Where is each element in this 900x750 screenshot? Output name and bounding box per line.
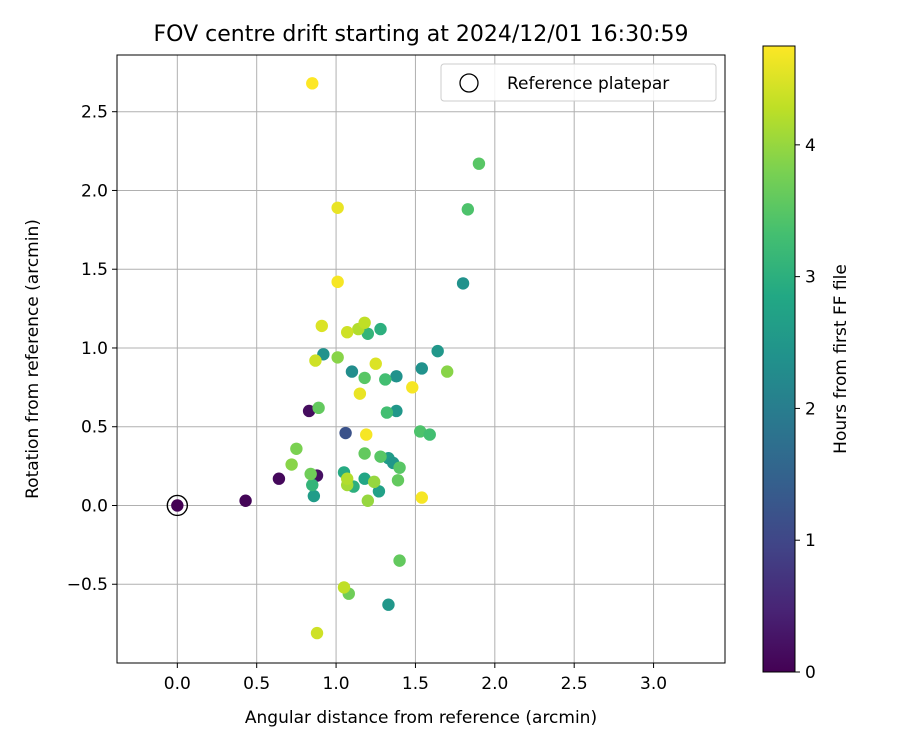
data-point	[353, 387, 367, 400]
data-point	[306, 77, 319, 90]
data-point	[310, 626, 324, 640]
x-tick-label: 2.5	[561, 674, 588, 694]
x-tick-label: 0.0	[164, 674, 191, 694]
data-point	[415, 491, 428, 504]
data-point	[390, 404, 403, 418]
data-point	[472, 157, 486, 170]
data-point	[367, 475, 381, 489]
legend: Reference platepar	[440, 63, 717, 102]
y-tick-label: 0.5	[81, 418, 108, 438]
legend-box	[440, 63, 717, 102]
data-point	[414, 425, 427, 438]
x-tick-label: 1.5	[402, 674, 429, 694]
y-axis-label: Rotation from reference (arcmin)	[23, 219, 43, 499]
data-point	[309, 354, 322, 367]
y-tick-label: 0.0	[81, 496, 108, 516]
data-point	[312, 401, 325, 415]
y-tick-label: 2.5	[81, 103, 108, 123]
data-point	[456, 277, 470, 290]
data-point	[340, 326, 354, 339]
y-tick-label: 2.0	[81, 181, 108, 201]
legend-entry-reference-platepar: Reference platepar	[507, 74, 669, 94]
data-point	[374, 322, 387, 336]
data-point	[415, 362, 428, 375]
grid	[117, 55, 725, 663]
colorbar-gradient	[762, 45, 796, 673]
plot-area: 0.0 0.5 1.0 1.5 2.0 2.5 3.0 −0.5 0.0 0.5 1.0 1.5 2.…	[67, 54, 726, 694]
data-point	[358, 472, 371, 485]
x-tick-label: 1.0	[323, 674, 350, 694]
data-point	[358, 316, 371, 329]
data-point	[315, 319, 328, 333]
data-point	[331, 275, 344, 289]
data-point	[372, 485, 386, 498]
data-point	[380, 406, 394, 419]
chart-title: FOV centre drift starting at 2024/12/01 …	[154, 22, 689, 47]
y-tick-label: −0.5	[67, 575, 108, 595]
data-point	[239, 494, 252, 507]
data-point	[337, 581, 351, 594]
data-point	[406, 381, 419, 394]
data-point	[390, 370, 403, 383]
data-point	[423, 428, 436, 441]
colorbar-tick-label: 1	[805, 531, 816, 551]
colorbar-tick-label: 3	[805, 268, 816, 288]
colorbar: 0 1 2 3 4 Hours from first FF file	[762, 45, 851, 683]
colorbar-ticks: 0 1 2 3 4	[795, 136, 816, 683]
y-tick-label: 1.0	[81, 339, 108, 359]
colorbar-tick-label: 2	[805, 399, 816, 419]
data-point	[393, 461, 406, 474]
data-point	[331, 351, 344, 364]
data-point	[285, 458, 298, 471]
data-point	[440, 365, 454, 378]
data-point	[361, 494, 375, 507]
data-point	[391, 474, 405, 487]
data-point	[290, 442, 303, 455]
data-point	[340, 472, 354, 485]
data-point	[307, 489, 321, 503]
data-point	[361, 327, 375, 340]
colorbar-tick-label: 0	[805, 663, 816, 683]
data-point	[431, 344, 444, 358]
data-point	[382, 598, 395, 611]
y-axis-ticks: −0.5 0.0 0.5 1.0 1.5 2.0 2.5	[67, 103, 117, 595]
x-axis-ticks: 0.0 0.5 1.0 1.5 2.0 2.5 3.0	[164, 663, 667, 694]
data-point	[272, 472, 286, 485]
data-point	[374, 450, 387, 463]
data-point	[339, 426, 352, 440]
x-tick-label: 3.0	[640, 674, 667, 694]
data-point	[360, 428, 373, 441]
colorbar-tick-label: 4	[805, 136, 816, 156]
y-tick-label: 1.5	[81, 260, 108, 280]
reference-marker	[166, 494, 189, 517]
plot-frame	[116, 54, 726, 664]
data-point	[302, 404, 316, 418]
data-point	[171, 499, 184, 512]
x-tick-label: 0.5	[243, 674, 270, 694]
data-points	[166, 77, 486, 640]
legend-marker-ring	[459, 73, 479, 93]
data-point	[345, 365, 359, 378]
data-point	[461, 203, 475, 216]
data-point	[369, 357, 382, 370]
x-tick-label: 2.0	[481, 674, 508, 694]
colorbar-label: Hours from first FF file	[831, 264, 851, 454]
data-point	[393, 554, 406, 567]
data-point	[304, 467, 317, 481]
x-axis-label: Angular distance from reference (arcmin)	[245, 708, 597, 728]
data-point	[379, 373, 392, 386]
data-point	[306, 478, 319, 492]
data-point	[358, 371, 371, 385]
data-point	[331, 201, 344, 214]
data-point	[358, 447, 371, 460]
